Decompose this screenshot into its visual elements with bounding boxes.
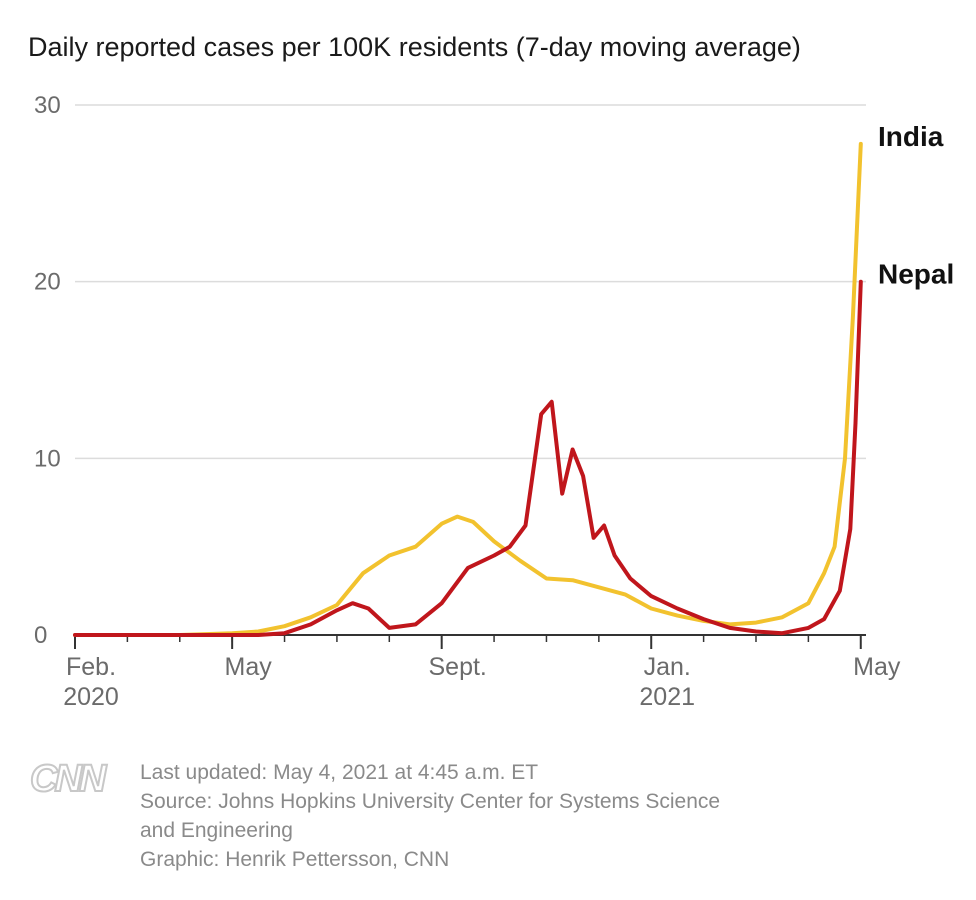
x-tick-label-year: 2020 (63, 683, 119, 711)
source-text-line1: Source: Johns Hopkins University Center … (140, 790, 721, 813)
cnn-logo: CNN (29, 757, 107, 801)
y-tick-label: 20 (34, 269, 61, 296)
x-tick-label: Feb. (66, 653, 116, 681)
series-labels: India Nepal (878, 121, 954, 290)
chart-footer: Last updated: May 4, 2021 at 4:45 a.m. E… (140, 758, 900, 874)
series-lines (73, 141, 863, 637)
source-text-line2: and Engineering (140, 819, 293, 842)
x-tick-label: Jan. (644, 653, 691, 681)
series-label-india: India (878, 121, 944, 152)
y-tick-label: 10 (34, 445, 61, 472)
x-tick-label-year: 2021 (639, 683, 695, 711)
x-tick-label: May (853, 653, 901, 681)
y-tick-label: 30 (34, 92, 61, 119)
y-tick-label: 0 (34, 622, 47, 649)
last-updated-text: Last updated: May 4, 2021 at 4:45 a.m. E… (140, 761, 539, 784)
gridlines (75, 104, 866, 460)
series-line-india (73, 141, 863, 637)
x-axis: Feb.2020 May Sept. Jan.2021 May (63, 634, 901, 711)
chart-title: Daily reported cases per 100K residents … (28, 32, 801, 62)
series-line-nepal (73, 279, 863, 637)
x-tick-label: May (225, 653, 273, 681)
graphic-credit-text: Graphic: Henrik Pettersson, CNN (140, 848, 450, 871)
y-axis: 0 10 20 30 (34, 92, 61, 649)
x-tick-label: Sept. (429, 653, 487, 681)
line-chart: Daily reported cases per 100K residents … (28, 32, 954, 711)
series-label-nepal: Nepal (878, 259, 954, 290)
